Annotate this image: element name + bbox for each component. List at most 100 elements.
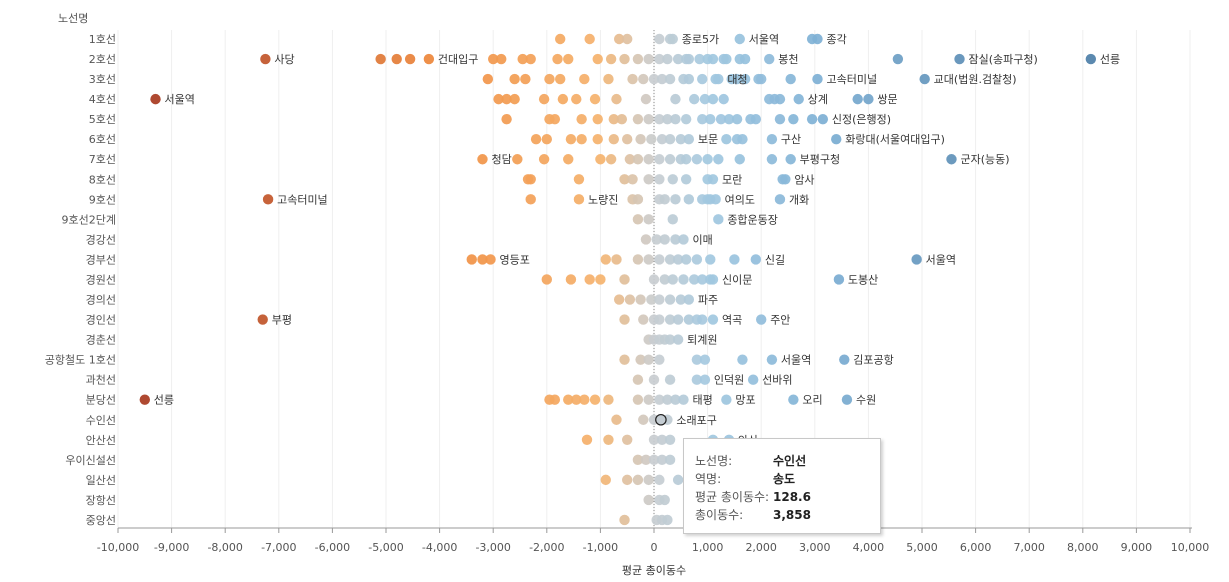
data-point	[654, 53, 665, 65]
data-point	[756, 314, 767, 325]
point-label: 부평	[272, 314, 292, 327]
point-label: 개화	[789, 193, 809, 206]
point-label: 청담	[491, 153, 511, 166]
point-label: 잠실(송파구청)	[969, 53, 1038, 66]
data-point	[627, 174, 638, 185]
data-point	[731, 73, 743, 85]
category-label: 수인선	[86, 414, 116, 427]
point-label: 이매	[692, 233, 712, 246]
data-point	[729, 254, 740, 265]
data-point	[670, 194, 681, 205]
data-point	[627, 73, 638, 85]
x-tick-label: 6,000	[960, 541, 992, 554]
point-label: 신정(은행정)	[832, 113, 891, 126]
data-point	[549, 394, 561, 405]
x-tick-label: 9,000	[1121, 541, 1153, 554]
data-point	[713, 154, 724, 165]
data-point	[581, 434, 593, 445]
data-point	[780, 174, 791, 185]
x-tick-label: 5,000	[906, 541, 938, 554]
point-label: 파주	[698, 294, 718, 307]
data-point	[737, 134, 748, 145]
data-point	[892, 53, 904, 65]
data-point	[672, 474, 684, 486]
data-point	[672, 334, 684, 345]
data-point	[747, 374, 759, 385]
point-label: 건대입구	[438, 53, 478, 66]
data-point	[756, 73, 767, 85]
point-label: 역곡	[722, 314, 742, 327]
data-point	[509, 73, 520, 85]
data-point	[734, 154, 745, 165]
data-point	[667, 274, 678, 285]
point-label: 여의도	[725, 193, 755, 206]
x-tick-label: -9,000	[154, 541, 189, 554]
data-point	[640, 234, 652, 245]
row-header-label: 노선명	[58, 12, 88, 25]
tooltip: 노선명: 수인선 역명: 송도 평균 총이동수: 128.6 총이동수: 3,858	[683, 438, 881, 534]
data-point	[622, 134, 633, 145]
data-point	[689, 274, 700, 285]
point-label: 모란	[722, 173, 742, 186]
data-point	[664, 254, 676, 265]
data-point	[662, 53, 673, 65]
category-label: 분당선	[86, 394, 116, 407]
data-point	[525, 53, 536, 65]
x-tick-label: 3,000	[799, 541, 831, 554]
data-point	[643, 354, 654, 365]
point-label: 구산	[781, 133, 801, 146]
data-point	[538, 154, 550, 165]
data-point	[839, 354, 850, 365]
category-label: 9호선2단계	[62, 213, 116, 226]
x-tick-label: -6,000	[315, 541, 350, 554]
point-label: 노량진	[588, 193, 618, 206]
data-point	[595, 274, 606, 285]
point-label: 영등포	[500, 253, 530, 266]
data-point	[670, 113, 681, 125]
data-point	[715, 113, 727, 125]
point-label: 소래포구	[676, 414, 716, 427]
data-point	[691, 374, 703, 385]
data-point	[485, 254, 496, 265]
data-point	[670, 93, 681, 105]
data-point	[664, 294, 676, 305]
data-point	[654, 314, 665, 325]
point-label: 교대(법원.검찰청)	[934, 73, 1017, 86]
data-point	[774, 113, 786, 125]
category-label: 경강선	[86, 233, 116, 246]
x-tick-label: -10,000	[97, 541, 139, 554]
data-point	[643, 394, 654, 405]
data-point	[622, 434, 633, 445]
tooltip-row: 평균 총이동수: 128.6	[695, 488, 880, 506]
data-point	[541, 134, 552, 145]
data-point	[509, 93, 520, 105]
data-point	[774, 93, 786, 105]
data-point	[544, 73, 555, 85]
category-label: 경원선	[86, 273, 116, 286]
category-label: 경춘선	[86, 334, 116, 347]
point-label: 봉천	[778, 52, 798, 66]
category-label: 안산선	[86, 434, 116, 447]
category-labels: 1호선 2호선 3호선 4호선 5호선 6호선 7호선 8호선 9호선 9호선2단계경강선경부선경…	[45, 33, 116, 527]
data-point	[501, 113, 512, 125]
data-point	[603, 434, 614, 445]
data-point	[670, 394, 681, 405]
x-tick-label: 4,000	[853, 541, 885, 554]
category-label: 경부선	[86, 253, 116, 266]
data-point	[680, 113, 692, 125]
data-point	[672, 254, 684, 265]
data-point	[739, 73, 751, 85]
point-label: 선릉	[1100, 53, 1120, 66]
data-point	[946, 154, 957, 165]
data-point	[683, 294, 695, 305]
category-label: 일산선	[86, 473, 116, 487]
category-label: 2호선	[89, 53, 116, 66]
data-points	[139, 33, 1097, 526]
data-point	[501, 93, 512, 105]
data-point	[707, 174, 719, 185]
point-label: 사당	[274, 53, 294, 66]
category-label: 4호선	[89, 93, 116, 106]
data-point	[707, 274, 719, 285]
data-point	[632, 53, 644, 65]
data-point	[788, 394, 799, 405]
